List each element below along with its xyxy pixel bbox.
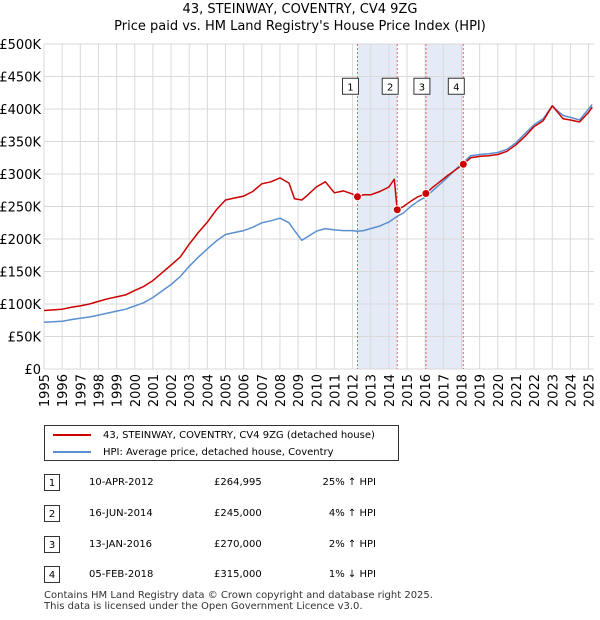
x-tick-label: 1999 bbox=[111, 374, 126, 407]
transaction-number: 1 bbox=[44, 474, 60, 491]
x-tick-label: 2001 bbox=[147, 374, 162, 407]
y-tick-label: £400K bbox=[0, 103, 41, 118]
transaction-number: 4 bbox=[44, 566, 60, 583]
transaction-hpi-delta: 25% ↑ HPI bbox=[322, 477, 376, 488]
transaction-row: 1 10-APR-2012 £264,995 25% ↑ HPI bbox=[44, 474, 564, 494]
sale-point bbox=[458, 159, 468, 169]
transaction-hpi-delta: 2% ↑ HPI bbox=[328, 539, 376, 550]
x-tick-label: 2011 bbox=[328, 374, 343, 407]
transaction-number: 3 bbox=[44, 536, 60, 553]
x-tick-label: 2018 bbox=[455, 374, 470, 407]
legend-item-hpi: HPI: Average price, detached house, Cove… bbox=[53, 444, 334, 460]
x-tick-label: 2025 bbox=[583, 374, 598, 407]
footer-copyright: Contains HM Land Registry data © Crown c… bbox=[44, 590, 433, 601]
sale-point bbox=[421, 189, 431, 198]
transaction-hpi-delta: 1% ↓ HPI bbox=[328, 569, 376, 580]
transaction-number: 2 bbox=[44, 505, 60, 522]
sale-label-box bbox=[381, 77, 399, 95]
hpi-line bbox=[43, 104, 593, 323]
transaction-row: 2 16-JUN-2014 £245,000 4% ↑ HPI bbox=[44, 505, 564, 525]
x-tick-label: 2007 bbox=[256, 374, 271, 407]
transaction-row: 4 05-FEB-2018 £315,000 1% ↓ HPI bbox=[44, 566, 564, 586]
sale-label-number: 4 bbox=[453, 82, 459, 93]
transaction-price: £264,995 bbox=[214, 477, 262, 488]
x-tick-label: 1996 bbox=[56, 374, 71, 407]
x-tick-label: 2013 bbox=[365, 374, 380, 407]
x-tick-label: 2015 bbox=[401, 374, 416, 407]
y-tick-label: £250K bbox=[0, 201, 41, 216]
transaction-price: £245,000 bbox=[214, 508, 262, 519]
legend-swatch-property bbox=[53, 434, 91, 436]
x-tick-label: 2008 bbox=[274, 374, 289, 407]
y-tick-label: £300K bbox=[0, 168, 41, 183]
y-tick-label: £350K bbox=[0, 136, 41, 151]
y-tick-label: £150K bbox=[0, 266, 41, 281]
x-tick-label: 2021 bbox=[510, 374, 525, 407]
transaction-price: £270,000 bbox=[214, 539, 262, 550]
y-tick-label: £500K bbox=[0, 38, 41, 53]
transaction-date: 10-APR-2012 bbox=[89, 477, 154, 488]
footer-licence: This data is licensed under the Open Gov… bbox=[44, 601, 363, 612]
legend-swatch-hpi bbox=[53, 451, 91, 453]
x-tick-label: 2010 bbox=[310, 374, 325, 407]
legend-item-property: 43, STEINWAY, COVENTRY, CV4 9ZG (detache… bbox=[53, 427, 375, 443]
x-tick-label: 2019 bbox=[474, 374, 489, 407]
x-tick-label: 2024 bbox=[564, 374, 579, 407]
transaction-hpi-delta: 4% ↑ HPI bbox=[328, 508, 376, 519]
sale-point bbox=[352, 192, 362, 202]
y-tick-label: £200K bbox=[0, 233, 41, 248]
chart-legend: 43, STEINWAY, COVENTRY, CV4 9ZG (detache… bbox=[44, 425, 399, 461]
x-tick-label: 2003 bbox=[183, 374, 198, 407]
sale-point bbox=[392, 205, 402, 215]
x-tick-label: 2017 bbox=[437, 374, 452, 407]
x-tick-label: 2009 bbox=[292, 374, 307, 407]
chart-title-address: 43, STEINWAY, COVENTRY, CV4 9ZG bbox=[182, 2, 418, 17]
transaction-row: 3 13-JAN-2016 £270,000 2% ↑ HPI bbox=[44, 536, 564, 556]
price-chart: £0 £50K £100K £150K £200K £250K £300K £350K £400… bbox=[0, 38, 598, 407]
x-tick-label: 2023 bbox=[546, 374, 561, 407]
sale-label-number: 2 bbox=[387, 82, 393, 93]
x-tick-label: 2006 bbox=[238, 374, 253, 407]
sale-label-box bbox=[341, 77, 359, 95]
transaction-date: 05-FEB-2018 bbox=[89, 569, 154, 580]
y-tick-label: £50K bbox=[8, 331, 42, 346]
sale-label-box bbox=[413, 77, 431, 95]
x-tick-label: 2002 bbox=[165, 374, 180, 407]
x-tick-label: 2020 bbox=[492, 374, 507, 407]
x-tick-label: 2012 bbox=[347, 374, 362, 407]
x-tick-label: 2004 bbox=[201, 374, 216, 407]
sale-label-number: 3 bbox=[419, 82, 425, 93]
legend-label-property: 43, STEINWAY, COVENTRY, CV4 9ZG (detache… bbox=[103, 429, 375, 441]
chart-subtitle: Price paid vs. HM Land Registry's House … bbox=[114, 19, 486, 34]
x-tick-label: 2005 bbox=[220, 374, 235, 407]
sale-label-box bbox=[447, 77, 465, 95]
x-tick-label: 1995 bbox=[38, 374, 53, 407]
x-tick-label: 1998 bbox=[92, 374, 107, 407]
x-tick-label: 2016 bbox=[419, 374, 434, 407]
x-tick-label: 2022 bbox=[528, 374, 543, 407]
y-tick-label: £450K bbox=[0, 71, 41, 86]
x-tick-label: 2000 bbox=[129, 374, 144, 407]
y-tick-label: £100K bbox=[0, 298, 41, 313]
transaction-date: 16-JUN-2014 bbox=[89, 508, 153, 519]
y-tick-label: £0 bbox=[24, 363, 41, 378]
transaction-date: 13-JAN-2016 bbox=[89, 539, 153, 550]
x-tick-label: 2014 bbox=[383, 374, 398, 407]
x-tick-label: 1997 bbox=[74, 374, 89, 407]
transaction-price: £315,000 bbox=[214, 569, 262, 580]
legend-label-hpi: HPI: Average price, detached house, Cove… bbox=[103, 446, 334, 458]
sale-label-number: 1 bbox=[347, 82, 353, 93]
property-price-line bbox=[43, 105, 593, 312]
